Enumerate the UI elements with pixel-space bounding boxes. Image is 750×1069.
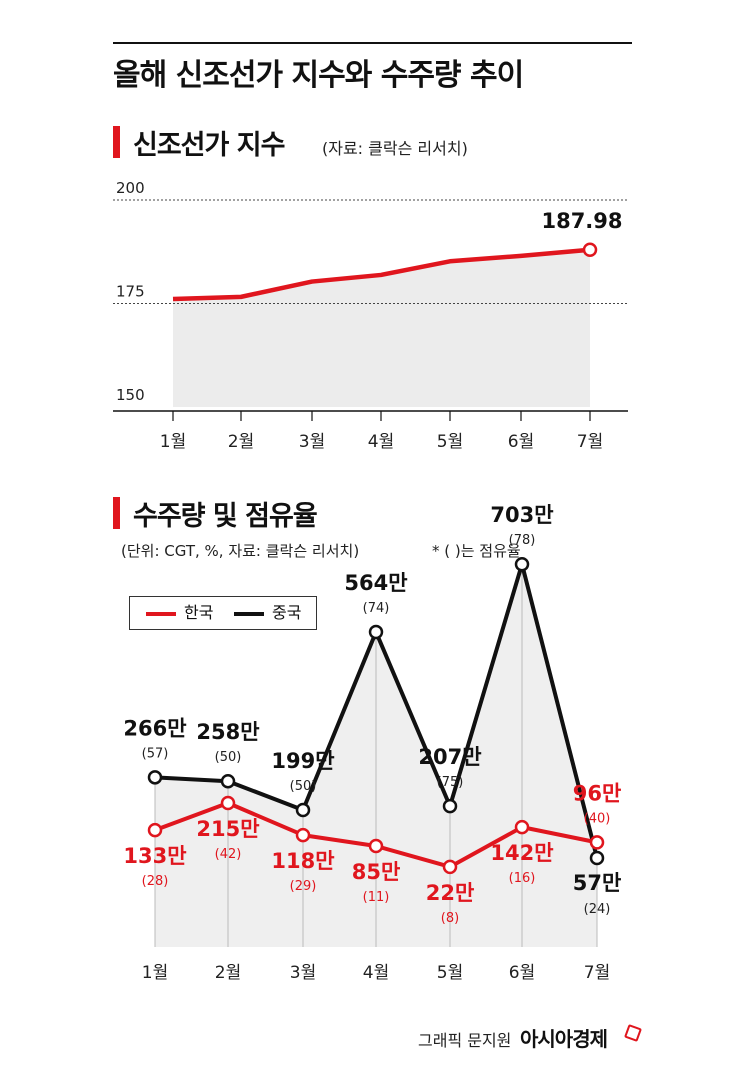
orders-korea-marker: [589, 835, 605, 850]
section-marker-index: [113, 126, 120, 158]
orders-x-tick-label: 7월: [584, 963, 610, 983]
index-x-tick-label: 1월: [160, 432, 186, 452]
index-x-tick-label: 5월: [437, 432, 463, 452]
orders-china-share-label: (75): [437, 775, 464, 790]
legend-label-korea: 한국: [184, 603, 214, 622]
orders-china-share-label: (74): [363, 601, 390, 616]
orders-china-marker: [442, 798, 458, 814]
orders-china-share-label: (50): [215, 750, 242, 765]
index-x-tick-label: 2월: [228, 432, 254, 452]
orders-korea-share-label: (8): [441, 911, 459, 926]
orders-china-value-label: 258만: [196, 720, 259, 744]
orders-korea-value-label: 85만: [352, 860, 401, 884]
orders-china-share-label: (78): [509, 533, 536, 548]
index-x-tick-label: 7월: [577, 432, 603, 452]
orders-korea-share-label: (16): [509, 871, 536, 886]
legend-swatch-korea: [146, 611, 176, 616]
legend-swatch-china: [234, 611, 264, 616]
orders-korea-share-label: (40): [584, 811, 611, 826]
orders-korea-marker: [514, 819, 530, 835]
orders-china-marker: [514, 556, 530, 572]
section-marker-orders: [113, 497, 120, 529]
orders-china-marker: [589, 850, 605, 866]
orders-korea-share-label: (28): [142, 874, 169, 889]
orders-x-tick-label: 4월: [363, 963, 389, 983]
orders-x-tick-label: 5월: [437, 963, 463, 983]
orders-korea-marker: [368, 838, 384, 854]
orders-korea-value-label: 142만: [490, 841, 553, 865]
index-x-tick-label: 6월: [508, 432, 534, 452]
orders-korea-marker: [220, 795, 236, 811]
orders-chart-share-note: * ( )는 점유율: [432, 542, 521, 560]
index-x-tick-label: 4월: [368, 432, 394, 452]
index-y-tick-label: 200: [116, 179, 145, 197]
legend-item-china: 중국: [234, 597, 301, 629]
index-chart-source: (자료: 클락슨 리서치): [322, 139, 468, 158]
index-y-tick-label: 150: [116, 386, 145, 404]
index-series-line: [172, 247, 591, 302]
index-end-marker: [582, 242, 598, 258]
orders-china-share-label: (57): [142, 746, 169, 761]
orders-china-marker: [295, 802, 311, 818]
orders-korea-share-label: (29): [290, 879, 317, 894]
orders-korea-value-label: 22만: [426, 881, 475, 905]
legend-label-china: 중국: [272, 603, 302, 622]
orders-china-share-label: (24): [584, 902, 611, 917]
orders-korea-value-label: 118만: [271, 849, 334, 873]
orders-korea-share-label: (11): [363, 890, 390, 905]
orders-korea-value-label: 215만: [196, 817, 259, 841]
orders-china-value-label: 57만: [573, 871, 622, 895]
title-rule: [113, 42, 632, 44]
page-title: 올해 신조선가 지수와 수주량 추이: [113, 58, 524, 93]
orders-china-share-label: (50): [290, 779, 317, 794]
brand-logo-text: 아시아경제: [520, 1027, 608, 1051]
orders-china-marker: [220, 773, 236, 789]
index-x-tick-label: 3월: [299, 432, 325, 452]
orders-chart-title: 수주량 및 점유율: [133, 501, 318, 532]
orders-x-tick-label: 1월: [142, 963, 168, 983]
graphic-credit: 그래픽 문지원: [418, 1031, 512, 1050]
orders-korea-marker: [442, 859, 458, 875]
orders-chart-unit-note: (단위: CGT, %, 자료: 클락슨 리서치): [121, 542, 360, 560]
orders-china-value-label: 207만: [418, 745, 481, 769]
orders-korea-value-label: 96만: [573, 781, 622, 805]
orders-korea-marker: [147, 822, 163, 838]
index-chart-title: 신조선가 지수: [133, 130, 285, 161]
orders-china-value-label: 564만: [344, 571, 407, 595]
index-end-value-label: 187.98: [541, 209, 622, 233]
index-y-tick-label: 175: [116, 283, 145, 301]
orders-korea-value-label: 133만: [123, 844, 186, 868]
orders-china-value-label: 266만: [123, 716, 186, 740]
orders-chart-legend: 한국 중국: [129, 596, 317, 630]
orders-x-tick-label: 6월: [509, 963, 535, 983]
orders-china-value-label: 703만: [490, 503, 553, 527]
orders-korea-share-label: (42): [215, 847, 242, 862]
orders-korea-marker: [295, 827, 311, 843]
orders-china-value-label: 199만: [271, 749, 334, 773]
orders-china-marker: [368, 624, 384, 640]
legend-item-korea: 한국: [146, 597, 213, 629]
orders-x-tick-label: 2월: [215, 963, 241, 983]
orders-china-marker: [147, 770, 163, 785]
orders-x-tick-label: 3월: [290, 963, 316, 983]
